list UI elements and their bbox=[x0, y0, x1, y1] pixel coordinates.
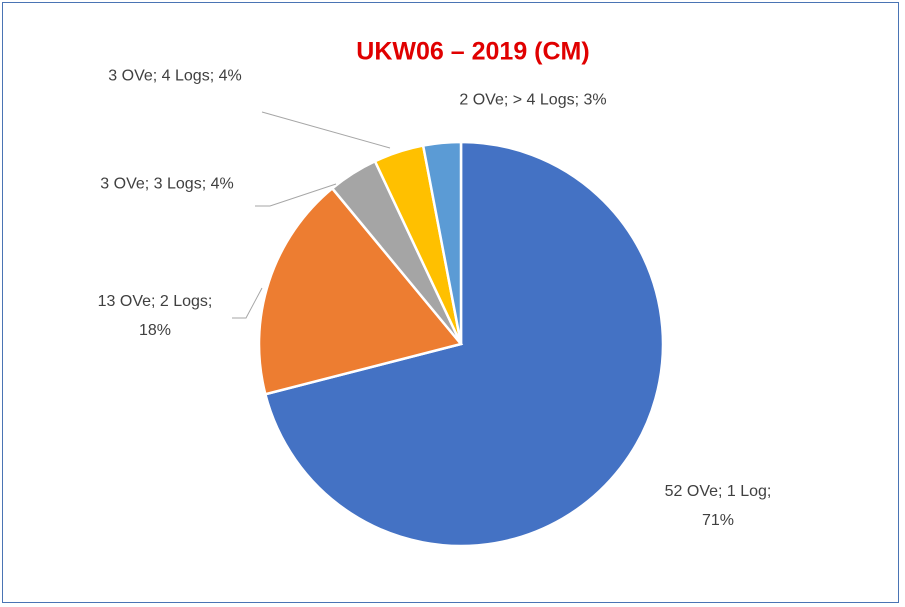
leader-line bbox=[255, 183, 337, 207]
pie-slice bbox=[263, 140, 665, 548]
chart-title: UKW06 – 2019 (CM) bbox=[356, 37, 590, 66]
data-label: 2 OVe; > 4 Logs; 3% bbox=[459, 91, 607, 109]
leader-line bbox=[232, 287, 263, 319]
leader-line bbox=[261, 111, 391, 149]
data-label: 52 OVe; 1 Log; 71% bbox=[664, 483, 772, 529]
data-label: 13 OVe; 2 Logs; 18% bbox=[97, 293, 213, 339]
leader-lines bbox=[232, 111, 391, 319]
pie-slice bbox=[257, 186, 464, 396]
data-label: 3 OVe; 4 Logs; 4% bbox=[108, 67, 242, 85]
data-label: 3 OVe; 3 Logs; 4% bbox=[100, 175, 234, 193]
pie-slice bbox=[421, 140, 463, 345]
